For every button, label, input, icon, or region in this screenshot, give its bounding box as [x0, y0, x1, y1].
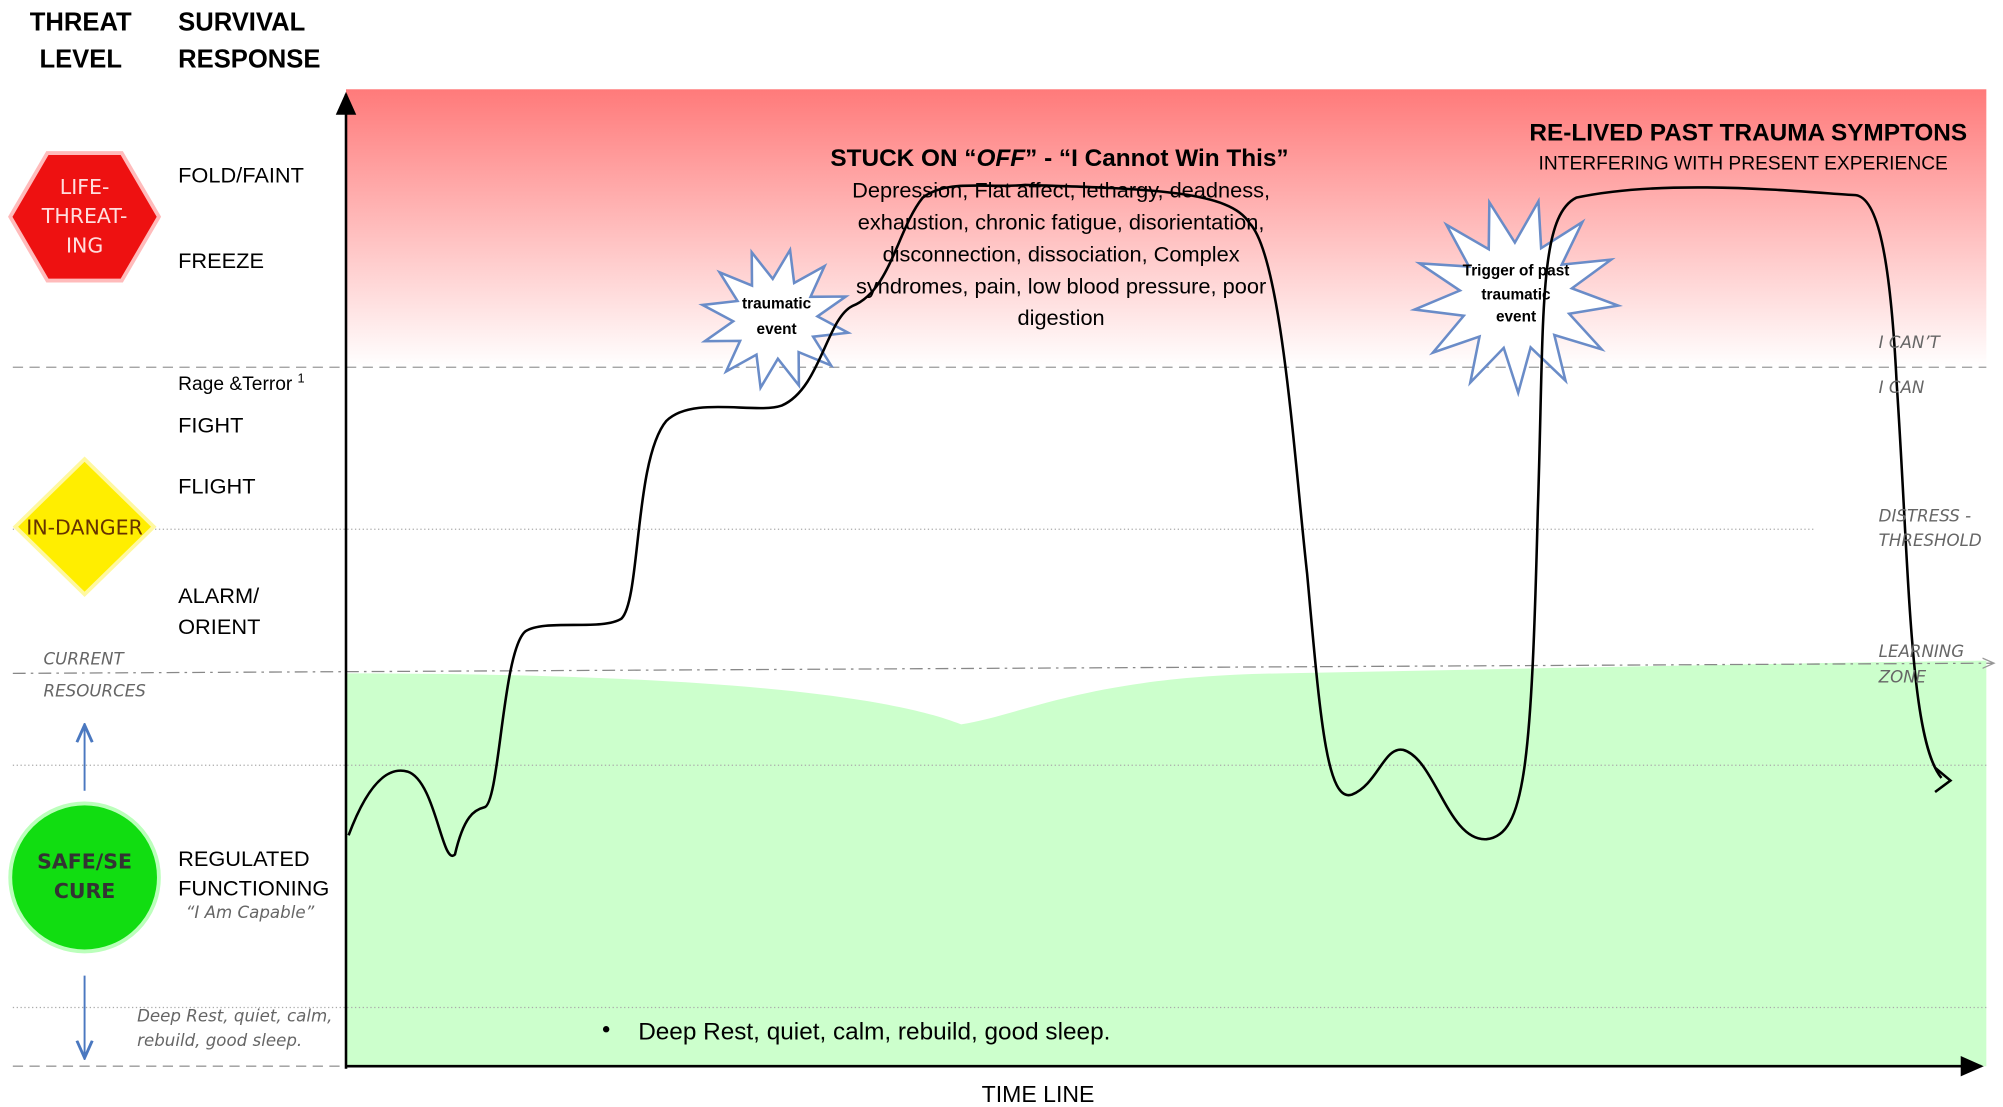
bottom-note: Deep Rest, quiet, calm, rebuild, good sl…: [638, 1018, 1110, 1045]
stuck-body-line: syndromes, pain, low blood pressure, poo…: [856, 273, 1266, 298]
label-line: SAFE/SE: [37, 850, 132, 874]
response-text: Rage &Terror: [178, 374, 293, 395]
diagram: THREAT LEVEL SURVIVAL RESPONSE LIFE- THREAT…: [0, 0, 2003, 1107]
label-line: DISTRESS -: [1879, 507, 1971, 526]
label-line: THRESHOLD: [1879, 531, 1982, 550]
relived-subtitle: INTERFERING WITH PRESENT EXPERIENCE: [1539, 154, 1948, 175]
response: FLIGHT: [178, 474, 255, 499]
response-line: FUNCTIONING: [178, 875, 329, 900]
column-header: SURVIVAL RESPONSE: [178, 9, 320, 74]
label-line: LIFE-: [60, 175, 110, 199]
bullet: [603, 1026, 609, 1032]
header-line: SURVIVAL: [178, 9, 305, 37]
label-line: Deep Rest, quiet, calm,: [137, 1007, 332, 1026]
label-line: traumatic: [742, 296, 812, 313]
side-label: CURRENT RESOURCES: [44, 649, 147, 700]
label-line: traumatic: [1481, 287, 1551, 304]
title-part: STUCK ON “: [830, 145, 976, 172]
title-part: OFF: [976, 145, 1026, 172]
response: FIGHT: [178, 412, 243, 437]
footnote-mark: 1: [297, 371, 304, 386]
label-line: Trigger of past: [1463, 263, 1570, 280]
zone-label: DISTRESS - THRESHOLD: [1879, 507, 1982, 550]
level-label: IN-DANGER: [26, 515, 143, 539]
label-line: event: [1496, 308, 1536, 325]
x-axis-label: TIME LINE: [982, 1081, 1095, 1107]
label-line: LEARNING: [1879, 642, 1965, 661]
response: REGULATED FUNCTIONING: [178, 846, 329, 900]
label-line: ZONE: [1878, 667, 1927, 686]
page: THREAT LEVEL SURVIVAL RESPONSE LIFE- THREAT…: [0, 0, 2003, 1107]
stuck-body-line: disconnection, dissociation, Complex: [883, 241, 1240, 266]
label-line: rebuild, good sleep.: [137, 1031, 302, 1050]
header-line: THREAT: [30, 9, 132, 37]
relived-title: RE-LIVED PAST TRAUMA SYMPTONS: [1529, 119, 1967, 146]
response: ALARM/ORIENT: [178, 583, 260, 639]
response: FREEZE: [178, 248, 264, 273]
safe-circle: [10, 803, 159, 951]
stuck-body-line: digestion: [1018, 305, 1105, 330]
stuck-body-line: Depression, Flat affect, lethargy, deadn…: [852, 178, 1270, 203]
stuck-title: STUCK ON “OFF” - “I Cannot Win This”: [830, 145, 1288, 172]
header-line: LEVEL: [39, 46, 122, 74]
label-line: THREAT-: [41, 204, 128, 228]
response: Rage &Terror 1: [178, 371, 304, 396]
stuck-body-line: exhaustion, chronic fatigue, disorientat…: [858, 210, 1265, 235]
header-line: RESPONSE: [178, 46, 320, 74]
label-line: RESOURCES: [44, 681, 147, 700]
resource-zone: [346, 661, 1986, 1067]
title-part: ” - “I Cannot Win This”: [1025, 145, 1288, 172]
label-line: event: [757, 321, 797, 338]
zone-label: I CAN’T: [1879, 333, 1942, 352]
response-line: ORIENT: [178, 614, 260, 639]
response-line: ALARM/: [178, 583, 260, 608]
label-line: ING: [66, 234, 103, 258]
column-header: THREAT LEVEL: [30, 9, 132, 74]
zone-label: I CAN: [1879, 378, 1925, 397]
side-label: Deep Rest, quiet, calm, rebuild, good sle…: [137, 1007, 332, 1050]
response-quote: “I Am Capable”: [186, 903, 315, 922]
response: FOLD/FAINT: [178, 162, 304, 187]
label-line: CURRENT: [44, 649, 126, 668]
response-line: REGULATED: [178, 846, 309, 871]
label-line: CURE: [54, 879, 115, 903]
